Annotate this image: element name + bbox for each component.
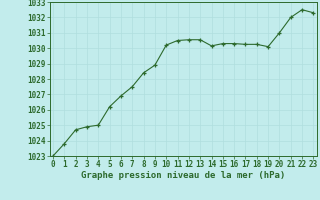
X-axis label: Graphe pression niveau de la mer (hPa): Graphe pression niveau de la mer (hPa) (81, 171, 285, 180)
